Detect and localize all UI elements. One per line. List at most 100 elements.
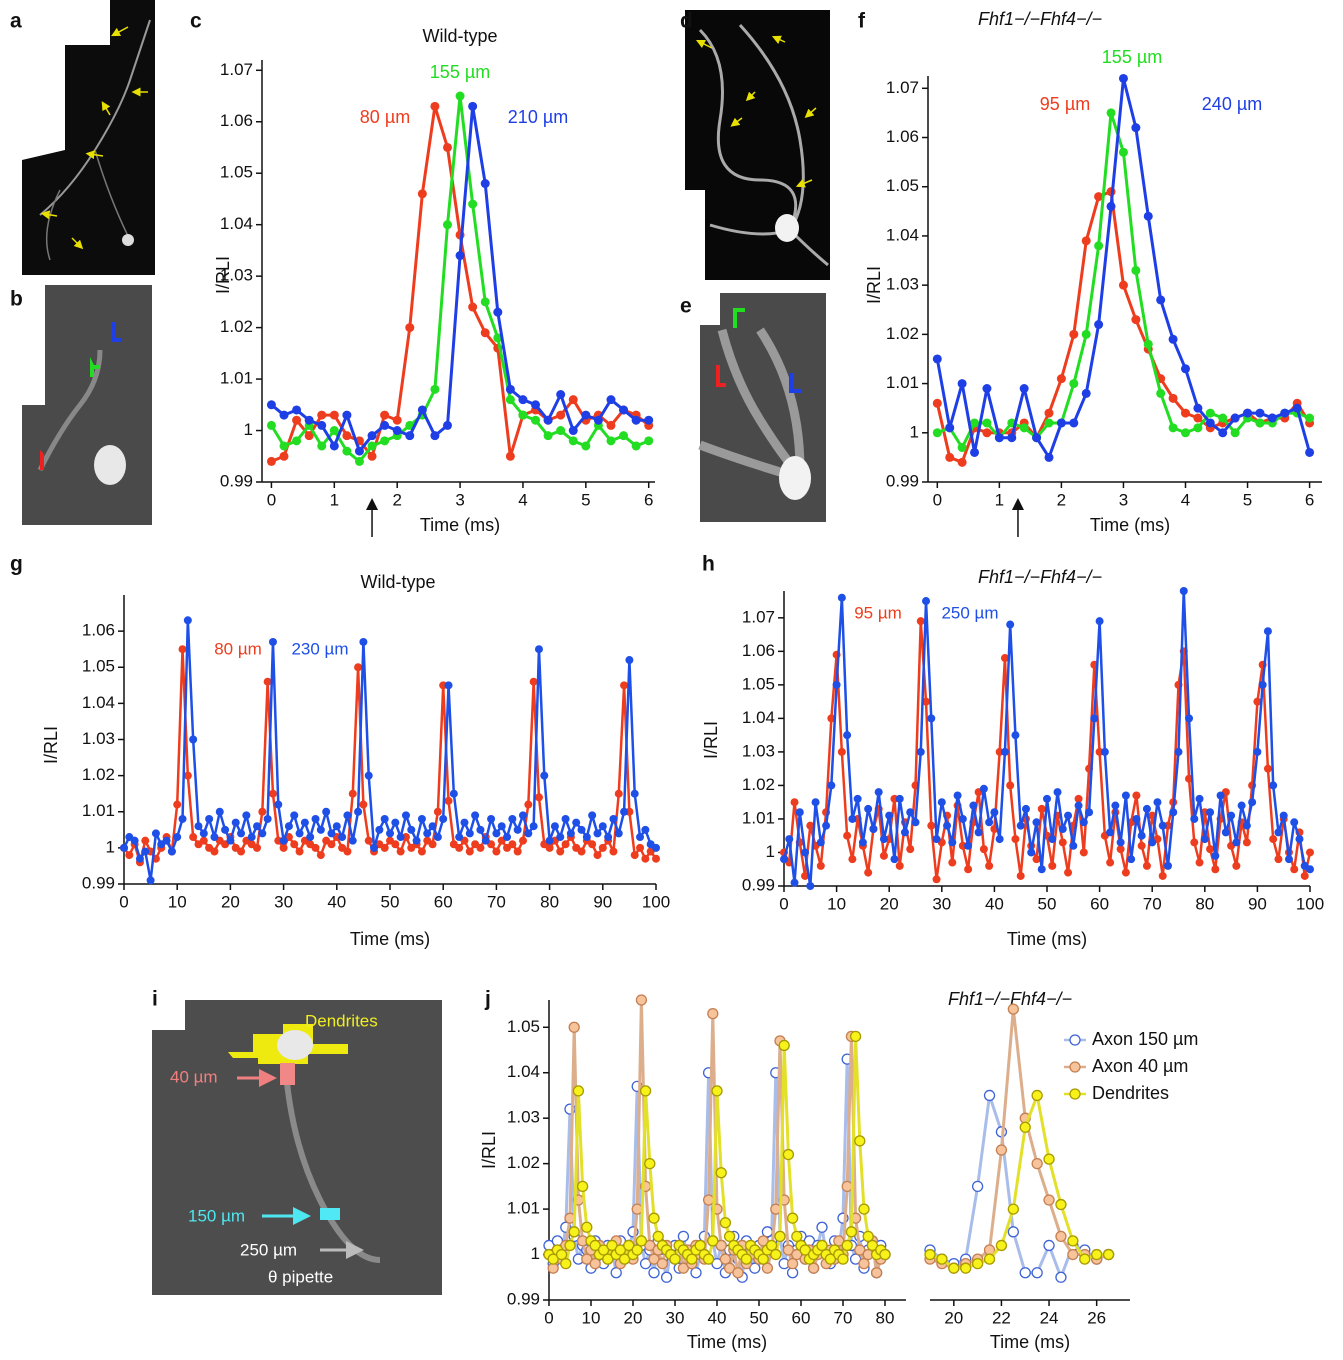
data-point [284,822,293,831]
data-point [405,323,415,333]
data-point [765,1239,778,1252]
data-point [304,431,314,441]
y-tick-label: 1.04 [220,214,253,233]
data-point [505,384,515,394]
data-point [1253,697,1262,706]
legend-label: Axon 150 µm [1092,1029,1198,1049]
data-point [958,814,967,823]
data-point [1019,423,1029,433]
data-point [342,431,352,441]
data-point [983,1253,996,1265]
data-point [1019,383,1029,393]
data-point [492,847,501,856]
y-tick-label: 1.05 [82,657,115,676]
panel-label: g [10,553,23,576]
x-tick-label: 30 [666,1308,685,1327]
data-point [1032,855,1041,864]
data-point [916,747,925,756]
data-point [1306,865,1314,874]
data-point [1193,403,1203,413]
data-point [782,1148,795,1161]
data-point [317,420,327,430]
data-point [543,415,553,425]
data-point [354,807,363,816]
x-tick-label: 6 [1305,490,1314,509]
series-label: 95 µm [1040,94,1090,114]
data-point [547,1253,559,1265]
data-point [556,410,566,420]
data-point [895,861,904,870]
data-point [1242,838,1251,847]
x-tick-label: 5 [1243,490,1252,509]
data-point [927,821,936,830]
data-point [623,1239,635,1252]
data-point [906,845,915,854]
data-point [561,840,570,849]
data-point [1142,804,1151,813]
data-point [995,1144,1008,1156]
data-point [957,443,967,453]
data-point [476,825,485,834]
data-point [711,1257,723,1270]
data-point [428,840,437,849]
data-point [354,446,364,456]
data-point [995,1239,1008,1252]
data-point [1200,835,1209,844]
data-point [141,847,150,856]
x-tick-label: 10 [168,892,187,911]
data-point [644,436,654,446]
data-point [785,835,794,844]
data-point [531,415,541,425]
data-point [858,1257,870,1270]
y-tick-label: 0.99 [742,875,775,894]
data-point [1131,315,1141,325]
data-point [364,836,373,845]
data-point [719,1253,732,1265]
data-point [258,807,267,816]
data-point [1037,804,1046,813]
y-tick-label: 1 [106,837,115,856]
data-point [550,822,559,831]
data-point [1116,838,1125,847]
x-tick-label: 50 [750,1308,769,1327]
data-point [242,811,251,820]
data-point [945,452,955,462]
data-point [295,829,304,838]
data-point [513,847,522,856]
y-tick-label: 0.99 [507,1289,540,1308]
series-line [929,1007,1110,1270]
data-point [1031,1089,1043,1102]
data-point [266,456,276,466]
data-point [1031,1157,1043,1170]
data-point [1121,791,1130,800]
data-point [417,405,427,415]
data-point [715,1167,727,1179]
data-point [279,451,289,461]
data-point [380,843,389,852]
data-point [442,142,452,152]
panel-label: a [10,10,22,33]
data-point [635,1235,648,1247]
data-point [430,101,440,111]
x-tick-label: 90 [593,892,612,911]
chart: Wild-type 0 10 20 30 40 50 60 70 80 90 100 0.99 1 1.01… [41,572,670,949]
x-tick-label: 0 [119,892,128,911]
data-point [1043,1194,1055,1206]
data-point [620,681,629,690]
panel-label: e [680,295,692,318]
data-point [1111,801,1120,810]
data-point [392,426,402,436]
chart-title: Fhf1−/−Fhf4−/− [978,9,1102,29]
y-tick-label: 1.03 [82,729,115,748]
data-point [1180,428,1190,438]
y-tick-label: 1.06 [82,621,115,640]
data-point [1069,841,1078,850]
data-point [641,854,650,863]
data-point [1284,855,1293,864]
x-tick-label: 80 [876,1308,895,1327]
y-tick-label: 1.01 [886,373,919,392]
data-point [841,1239,853,1252]
data-point [508,814,517,823]
data-point [1255,418,1265,428]
data-point [1074,794,1083,803]
